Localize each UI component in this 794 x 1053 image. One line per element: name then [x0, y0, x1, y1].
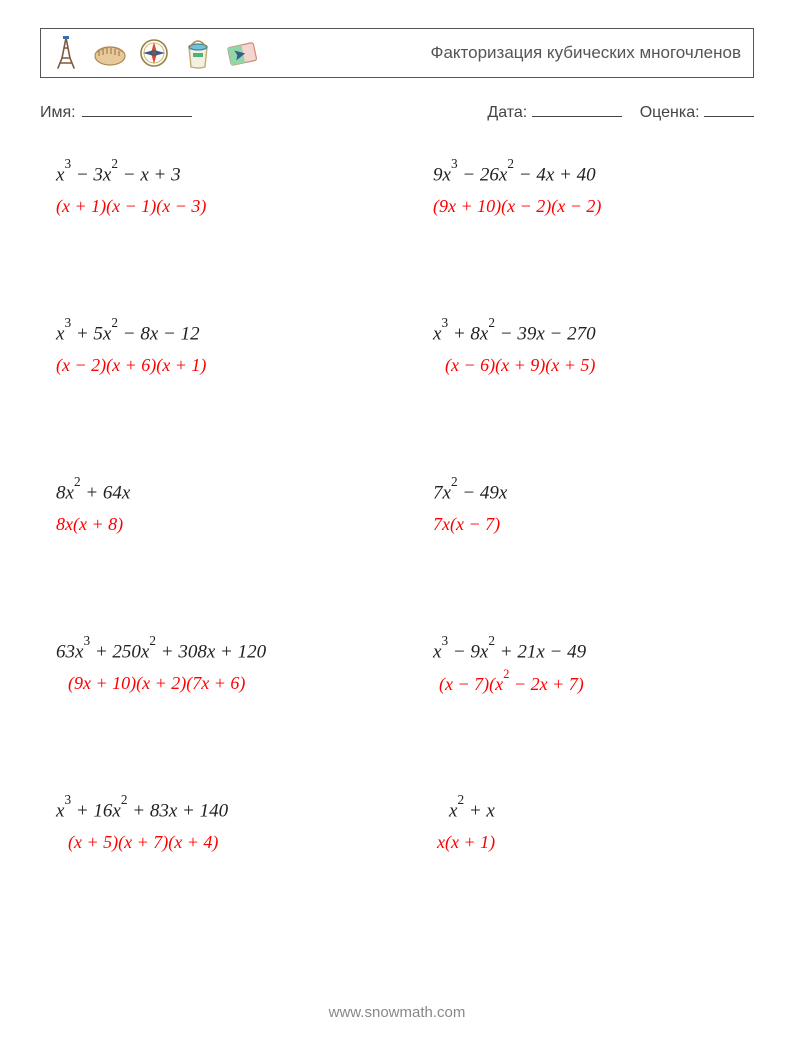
problem-cell: x3 − 9x2 + 21x − 49(x − 7)(x2 − 2x + 7): [417, 625, 754, 784]
problem-answer: (x − 7)(x2 − 2x + 7): [417, 670, 754, 698]
date-blank[interactable]: [532, 102, 622, 117]
problem-answer: (9x + 10)(x + 2)(7x + 6): [40, 670, 377, 697]
eiffel-tower-icon: [49, 36, 83, 70]
problem-cell: x3 − 3x2 − x + 3(x + 1)(x − 1)(x − 3): [40, 148, 377, 307]
problem-expression: x2 + x: [417, 794, 754, 827]
problem-cell: x3 + 5x2 − 8x − 12(x − 2)(x + 6)(x + 1): [40, 307, 377, 466]
problem-expression: 7x2 − 49x: [417, 476, 754, 509]
problem-expression: x3 + 8x2 − 39x − 270: [417, 317, 754, 350]
problem-answer: (x − 6)(x + 9)(x + 5): [417, 352, 754, 379]
problem-answer: (x − 2)(x + 6)(x + 1): [40, 352, 377, 379]
problem-answer: 7x(x − 7): [417, 511, 754, 538]
problem-answer: (x + 5)(x + 7)(x + 4): [40, 829, 377, 856]
problem-expression: 8x2 + 64x: [40, 476, 377, 509]
problem-cell: 7x2 − 49x7x(x − 7): [417, 466, 754, 625]
grade-label: Оценка:: [640, 104, 700, 121]
footer-url: www.snowmath.com: [0, 1004, 794, 1021]
header-icons: [49, 36, 259, 70]
problem-cell: 9x3 − 26x2 − 4x + 40(9x + 10)(x − 2)(x −…: [417, 148, 754, 307]
worksheet-page: Факторизация кубических многочленов Имя:…: [0, 0, 794, 1053]
problem-cell: x2 + xx(x + 1): [417, 784, 754, 943]
problem-answer: (x + 1)(x − 1)(x − 3): [40, 193, 377, 220]
problem-answer: x(x + 1): [417, 829, 754, 856]
problem-cell: x3 + 8x2 − 39x − 270(x − 6)(x + 9)(x + 5…: [417, 307, 754, 466]
problems-grid: x3 − 3x2 − x + 3(x + 1)(x − 1)(x − 3) 9x3…: [40, 148, 754, 943]
bucket-icon: [181, 36, 215, 70]
problem-cell: 63x3 + 250x2 + 308x + 120(9x + 10)(x + 2…: [40, 625, 377, 784]
name-blank[interactable]: [82, 102, 192, 117]
plane-ticket-icon: [225, 36, 259, 70]
problem-expression: x3 + 16x2 + 83x + 140: [40, 794, 377, 827]
problem-expression: x3 − 3x2 − x + 3: [40, 158, 377, 191]
problem-expression: x3 − 9x2 + 21x − 49: [417, 635, 754, 668]
problem-expression: 63x3 + 250x2 + 308x + 120: [40, 635, 377, 668]
worksheet-title: Факторизация кубических многочленов: [431, 43, 741, 63]
grade-blank[interactable]: [704, 102, 754, 117]
problem-expression: 9x3 − 26x2 − 4x + 40: [417, 158, 754, 191]
date-label: Дата:: [487, 104, 527, 121]
problem-cell: 8x2 + 64x8x(x + 8): [40, 466, 377, 625]
colosseum-icon: [93, 36, 127, 70]
problem-expression: x3 + 5x2 − 8x − 12: [40, 317, 377, 350]
header: Факторизация кубических многочленов: [40, 28, 754, 78]
compass-icon: [137, 36, 171, 70]
name-label: Имя:: [40, 104, 76, 122]
problem-answer: 8x(x + 8): [40, 511, 377, 538]
problem-answer: (9x + 10)(x − 2)(x − 2): [417, 193, 754, 220]
problem-cell: x3 + 16x2 + 83x + 140(x + 5)(x + 7)(x + …: [40, 784, 377, 943]
meta-row: Имя: Дата: Оценка:: [40, 102, 754, 122]
